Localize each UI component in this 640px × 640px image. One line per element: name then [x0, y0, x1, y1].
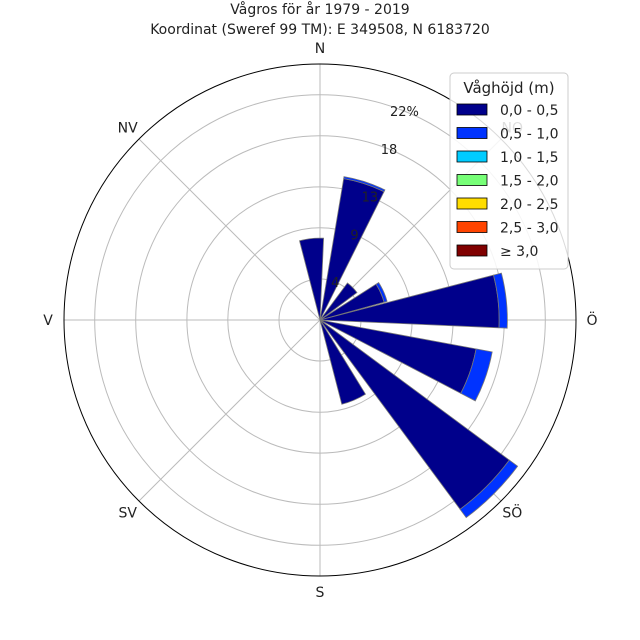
radial-tick-label: 9	[350, 229, 358, 244]
radial-tick-label: 13	[362, 191, 379, 206]
direction-label: SÖ	[502, 503, 522, 521]
legend-label: 1,0 - 1,5	[500, 150, 558, 166]
chart-subtitle: Koordinat (Sweref 99 TM): E 349508, N 61…	[150, 22, 490, 38]
direction-label: NV	[118, 121, 138, 137]
legend-swatch	[456, 244, 488, 257]
direction-label: N	[315, 41, 325, 57]
grid-spoke	[138, 138, 321, 321]
outer-circle	[63, 63, 577, 577]
legend-frame	[449, 72, 569, 270]
legend-label: 1,5 - 2,0	[500, 174, 558, 190]
radial-tick-labels: 4 9 13 18 22%	[331, 105, 419, 291]
rose-bar-segment	[319, 282, 358, 321]
rose-bar-segment	[343, 176, 386, 193]
rose-bar-segment	[319, 274, 500, 329]
rose-bar-segment	[493, 272, 508, 329]
rose-bars	[299, 176, 519, 519]
legend-swatch	[456, 150, 488, 163]
legend-swatch	[456, 127, 488, 139]
legend-swatch	[456, 197, 488, 210]
legend-label: 2,5 - 3,0	[500, 221, 558, 237]
legend-title: Våghöjd (m)	[463, 79, 554, 97]
radial-tick-label: 22%	[390, 105, 419, 120]
direction-label: SV	[118, 505, 137, 521]
rose-bar-segment	[375, 282, 388, 303]
direction-label: V	[43, 313, 53, 329]
direction-label: Ö	[586, 311, 597, 329]
legend-label: 0,5 - 1,0	[500, 127, 558, 143]
rose-bar-segment	[459, 459, 519, 519]
legend-label: 2,0 - 2,5	[500, 197, 558, 213]
legend: Våghöjd (m) 0,0 - 0,5 0,5 - 1,0 1,0 - 1,5 1…	[449, 72, 569, 270]
legend-swatch	[456, 103, 488, 116]
chart-title: Vågros för år 1979 - 2019	[230, 1, 409, 18]
legend-swatch	[456, 174, 488, 186]
radial-tick-label: 18	[381, 143, 398, 158]
legend-swatch	[456, 221, 488, 233]
rose-bar-segment	[319, 319, 367, 405]
grid-spoke	[138, 319, 321, 502]
rose-bar-segment	[460, 348, 493, 402]
direction-label: S	[316, 585, 325, 601]
legend-label: ≥ 3,0	[500, 244, 538, 260]
rose-bar-segment	[299, 237, 325, 321]
radial-tick-label: 4	[331, 276, 339, 291]
legend-label: 0,0 - 0,5	[500, 103, 558, 119]
